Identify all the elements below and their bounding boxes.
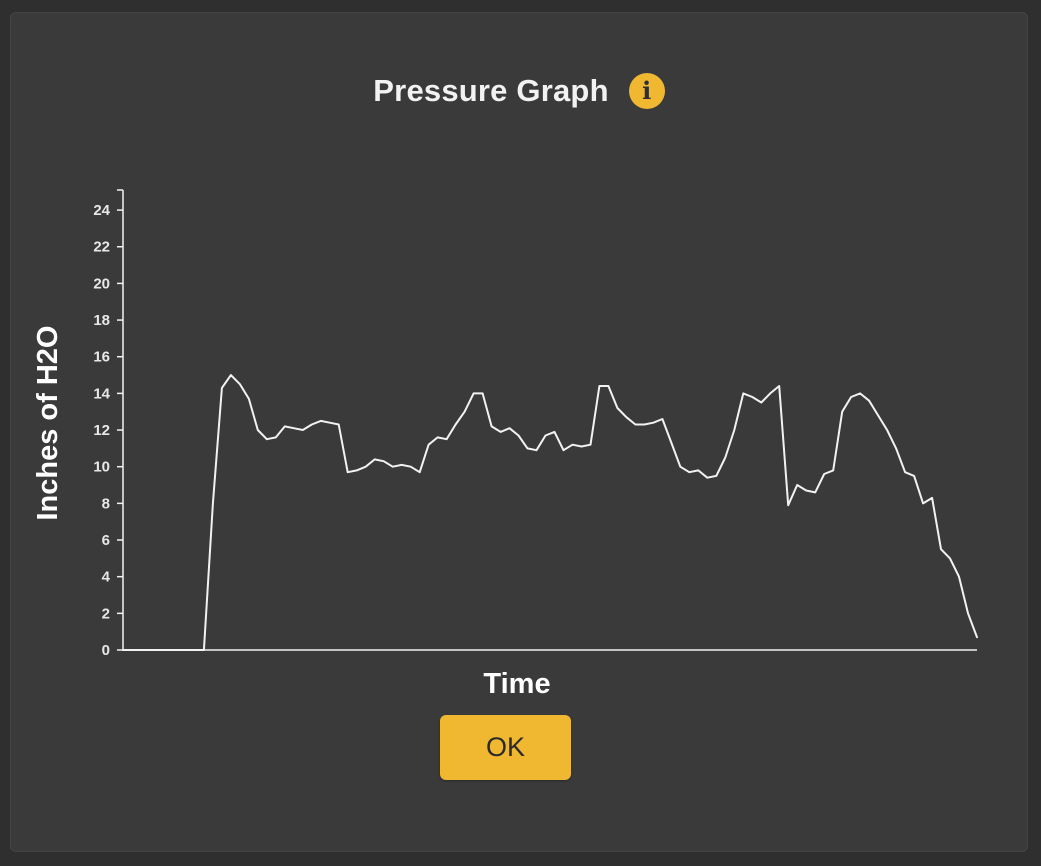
y-tick-label: 6 [102, 532, 110, 549]
dialog-header: Pressure Graph i [11, 71, 1027, 111]
y-tick-label: 14 [93, 385, 110, 402]
info-icon[interactable]: i [628, 73, 665, 109]
y-tick-label: 2 [102, 605, 110, 622]
y-tick-label: 24 [93, 202, 110, 219]
y-tick-label: 10 [93, 459, 110, 476]
series-group [122, 374, 978, 651]
pressure-series-line [122, 374, 978, 651]
pressure-graph-dialog: Pressure Graph i [10, 12, 1028, 852]
y-tick-label: 16 [93, 349, 110, 366]
y-tick-label: 0 [102, 642, 110, 659]
ok-button[interactable]: OK [440, 715, 571, 780]
dialog-title: Pressure Graph [373, 73, 609, 108]
y-tick-label: 4 [102, 569, 111, 586]
y-tick-label: 8 [102, 495, 110, 512]
y-tick-label: 12 [93, 422, 110, 439]
x-axis-title: Time [483, 668, 550, 700]
y-tick-label: 22 [93, 239, 110, 256]
y-tick-label: 20 [93, 275, 110, 292]
y-axis-title: Inches of H2O [32, 326, 64, 521]
y-tick-label: 18 [93, 312, 110, 329]
